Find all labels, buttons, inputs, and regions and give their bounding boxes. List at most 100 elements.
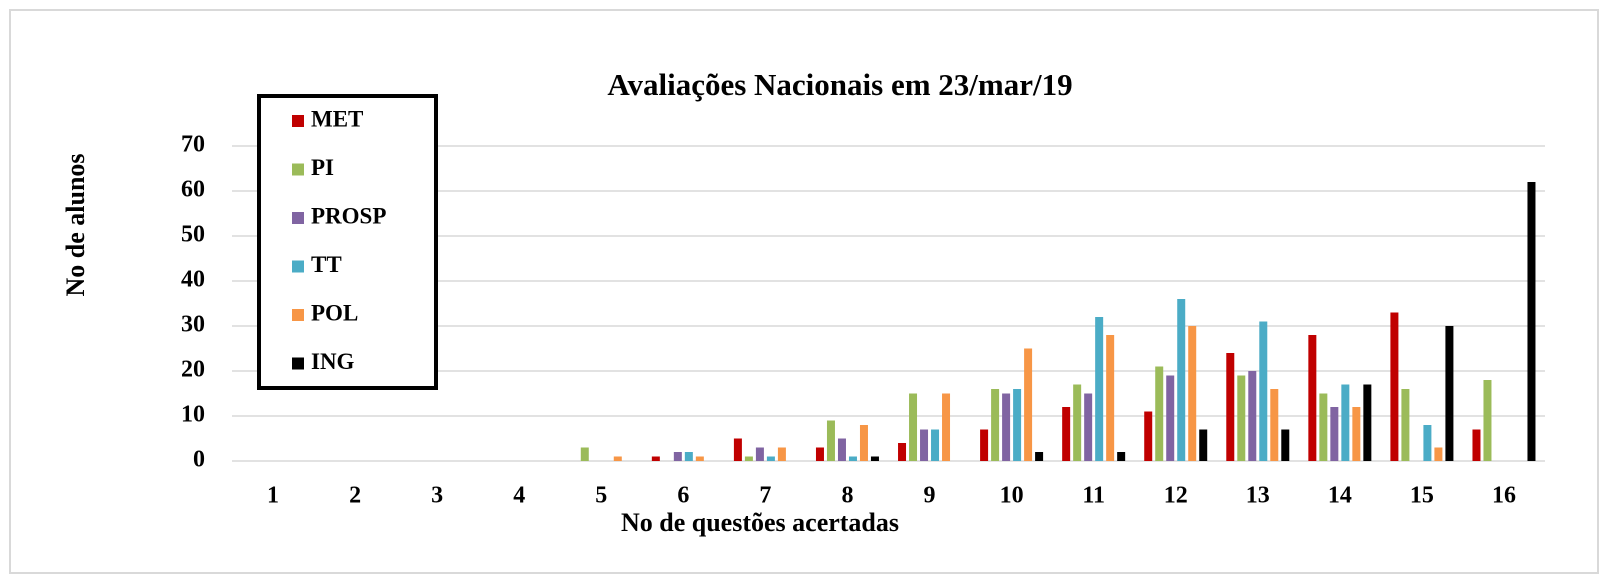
bar [1363,384,1372,461]
bar [1281,429,1290,461]
y-axis-label: No de alunos [61,153,90,296]
bar [1472,429,1481,461]
legend-swatch [292,212,304,224]
bar [837,438,846,461]
x-tick-label: 11 [1082,483,1105,509]
x-axis-label: No de questões acertadas [621,508,899,537]
bar [744,456,753,461]
bar [980,429,989,461]
x-tick-label: 2 [349,483,361,509]
bar [755,447,764,461]
y-tick-label: 70 [181,132,205,158]
bar [1106,335,1115,461]
bar [942,393,951,461]
legend-label: MET [311,106,363,131]
x-tick-label: 14 [1328,483,1352,509]
y-tick-label: 0 [193,447,205,473]
bar [1270,389,1279,461]
x-tick-label: 8 [841,483,853,509]
bar [859,425,868,461]
bar [898,443,907,461]
legend-swatch [292,260,304,273]
y-tick-label: 50 [181,222,205,248]
bar [651,456,660,461]
bar [1401,389,1410,461]
legend-swatch [292,357,304,370]
bar [1352,407,1361,461]
bar [1423,425,1432,461]
x-tick-label: 9 [924,483,936,509]
bar [1237,375,1246,461]
bar [931,429,940,461]
x-tick-label: 5 [595,483,607,509]
bar [1144,411,1153,461]
bar [870,456,879,461]
bar [1319,393,1328,461]
bar [1248,371,1257,461]
bar [613,456,622,461]
x-tick-label: 12 [1164,483,1188,509]
bar [909,393,918,461]
bar [1177,299,1186,461]
bar [1013,389,1022,461]
bar [1084,393,1093,461]
bar [695,456,704,461]
legend-label: TT [311,252,342,277]
bar [777,447,786,461]
bar [1095,317,1104,461]
legend-swatch [292,309,304,321]
bar [991,389,1000,461]
bar [1259,321,1268,461]
y-tick-label: 60 [181,177,205,203]
bar [815,447,824,461]
bar [1062,407,1071,461]
bar [1035,452,1044,461]
x-tick-label: 4 [513,483,525,509]
bar [920,429,929,461]
bar [766,456,775,461]
legend-swatch [292,115,304,127]
bar [1445,326,1454,461]
bar [1434,447,1443,461]
bar [1226,353,1235,461]
bar [1188,326,1197,461]
x-tick-label: 6 [677,483,689,509]
bar [1199,429,1208,461]
bar [1073,384,1082,461]
x-tick-label: 16 [1492,483,1516,509]
bar [1024,348,1033,461]
x-tick-label: 1 [267,483,279,509]
x-tick-label: 13 [1246,483,1270,509]
x-tick-label: 3 [431,483,443,509]
bar [1117,452,1126,461]
bar [684,452,693,461]
bar [1330,407,1339,461]
x-tick-label: 7 [759,483,771,509]
bar [580,447,589,461]
legend-label: ING [311,349,355,374]
legend-label: POL [311,300,358,325]
legend-box [257,94,438,390]
bar [1002,393,1011,461]
y-tick-label: 30 [181,312,205,338]
bar [1527,182,1536,461]
bar [848,456,857,461]
y-tick-label: 40 [181,267,205,293]
chart-title: Avaliações Nacionais em 23/mar/19 [607,67,1072,102]
legend-label: PI [311,155,334,180]
bar [1308,335,1317,461]
y-tick-label: 10 [181,402,205,428]
x-tick-label: 15 [1410,483,1434,509]
x-tick-label: 10 [1000,483,1024,509]
bar [1166,375,1175,461]
legend-label: PROSP [311,203,386,228]
y-tick-label: 20 [181,357,205,383]
bar [1483,380,1492,461]
bar [826,420,835,461]
bar [1390,312,1399,461]
bar [673,452,682,461]
bar [1155,366,1164,461]
bar [733,438,742,461]
legend-swatch [292,163,304,176]
